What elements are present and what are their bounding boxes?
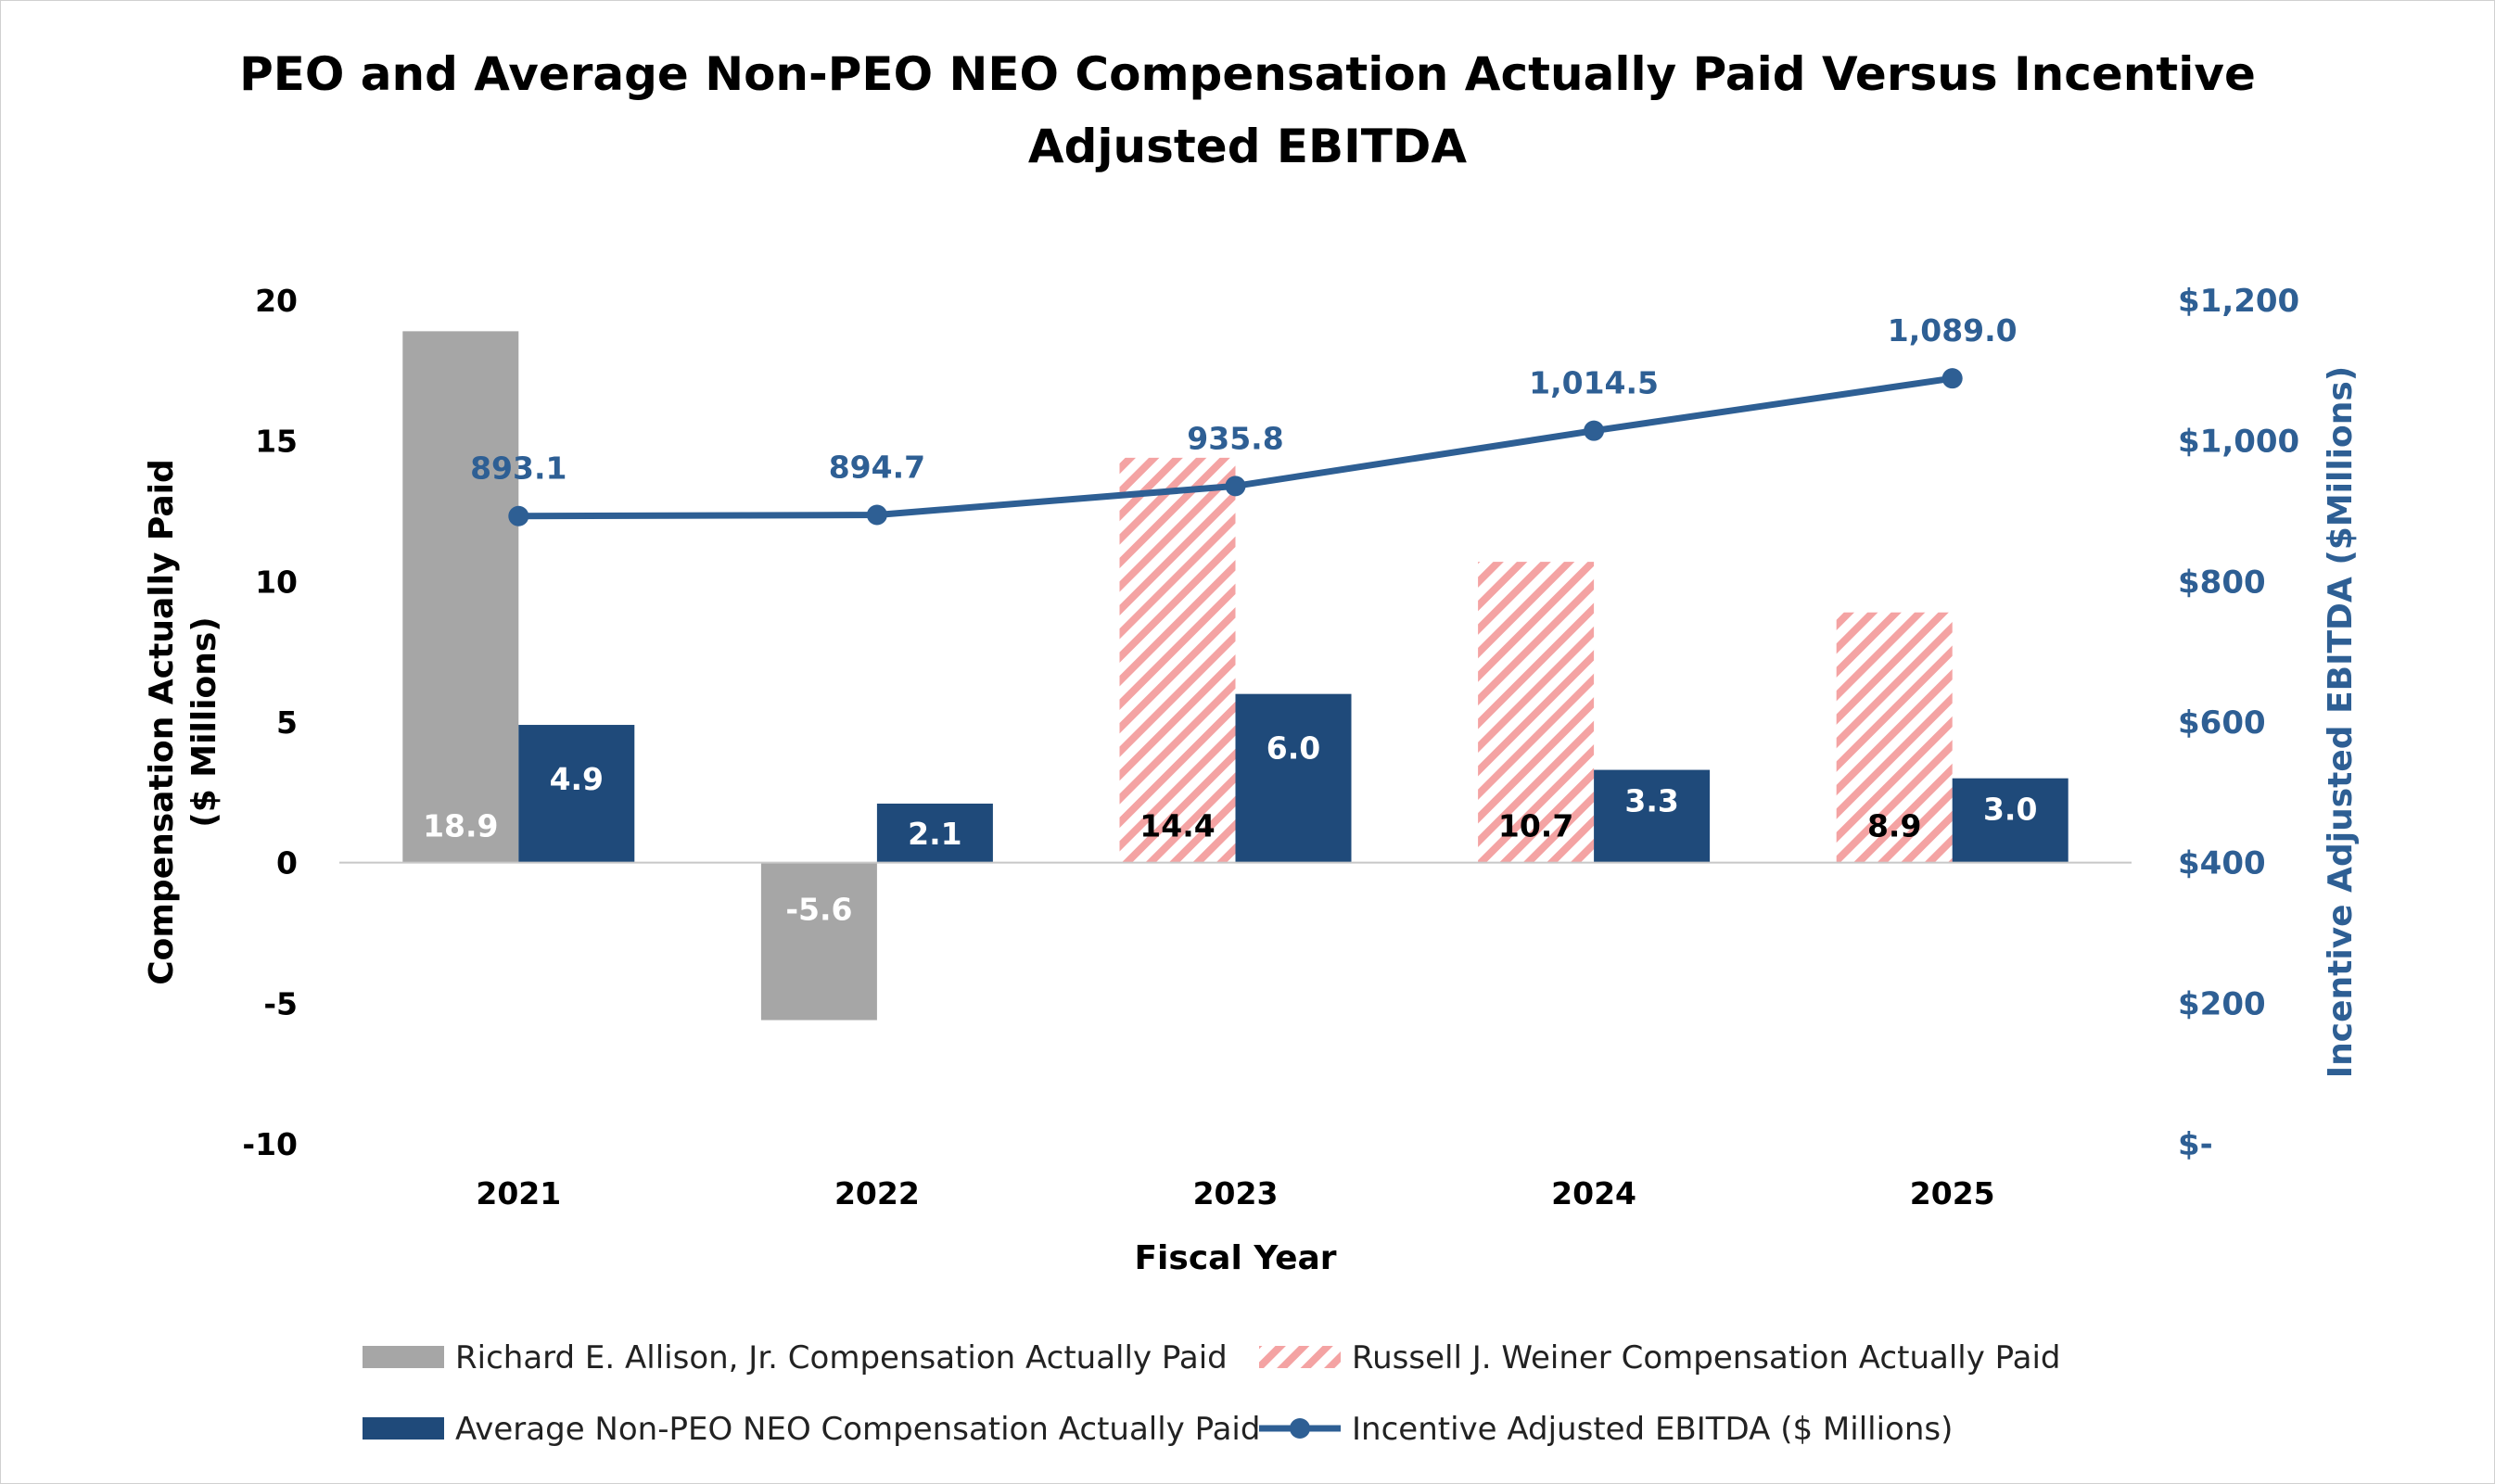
ebitda-point [866, 504, 887, 526]
y2-tick-label: $400 [2178, 845, 2266, 882]
bar-neo-label: 4.9 [550, 761, 604, 797]
bar-allison [760, 862, 877, 1021]
chart-title: PEO and Average Non-PEO NEO Compensation… [1, 38, 2494, 183]
y2-tick-label: $800 [2178, 564, 2266, 601]
bar-neo [518, 725, 635, 863]
bar-weiner [1478, 562, 1595, 863]
legend-label-neo: Average Non-PEO NEO Compensation Actuall… [455, 1411, 1260, 1448]
legend-swatch-neo [363, 1417, 444, 1440]
y-tick-label: 5 [276, 704, 298, 741]
bar-neo-label: 6.0 [1267, 730, 1320, 767]
bar-weiner-label: 8.9 [1867, 808, 1921, 844]
bar-neo [1594, 769, 1711, 863]
legend-label-ebitda: Incentive Adjusted EBITDA ($ Millions) [1352, 1411, 1953, 1448]
ebitda-point [1584, 420, 1605, 441]
ebitda-point-label: 894.7 [829, 450, 925, 486]
x-tick-label: 2023 [1193, 1175, 1279, 1211]
bar-weiner [1119, 457, 1236, 863]
bar-neo-label: 2.1 [908, 816, 961, 852]
x-axis-title: Fiscal Year [1134, 1239, 1336, 1277]
bar-neo-label: 3.3 [1624, 783, 1678, 819]
bar-neo [876, 803, 993, 863]
y-tick-label: -10 [242, 1126, 298, 1162]
legend-swatch-allison [363, 1346, 444, 1368]
legend-swatch-weiner [1259, 1346, 1341, 1368]
y-tick-label: 10 [255, 564, 298, 600]
y-tick-label: 15 [255, 424, 298, 460]
bar-allison-label: -5.6 [785, 892, 852, 928]
y2-tick-label: $- [2178, 1126, 2213, 1163]
legend-label-allison: Richard E. Allison, Jr. Compensation Act… [455, 1339, 1228, 1376]
ebitda-point-label: 935.8 [1187, 420, 1283, 456]
y-axis-title-line: Compensation Actually Paid [143, 459, 181, 984]
legend-swatch-ebitda-marker [1290, 1418, 1310, 1439]
bar-neo [1952, 778, 2069, 863]
bar-neo [1235, 693, 1352, 863]
y-tick-label: 0 [276, 845, 298, 882]
ebitda-point [508, 505, 529, 526]
x-tick-label: 2022 [834, 1175, 920, 1211]
bar-neo-label: 3.0 [1983, 792, 2037, 828]
bar-allison-label: 18.9 [423, 808, 498, 844]
y-axis-title: Compensation Actually Paid ($ Millions) [143, 459, 223, 984]
x-tick-label: 2021 [476, 1175, 561, 1211]
bar-weiner-label: 10.7 [1498, 808, 1573, 844]
ebitda-point [1225, 476, 1246, 497]
bar-weiner-label: 14.4 [1139, 808, 1215, 844]
ebitda-point-label: 893.1 [470, 450, 566, 487]
y-axis-title-line: ($ Millions) [185, 616, 223, 827]
legend-label-weiner: Russell J. Weiner Compensation Actually … [1352, 1339, 2061, 1376]
chart-title-line-1: PEO and Average Non-PEO NEO Compensation… [239, 47, 2256, 101]
x-tick-label: 2024 [1551, 1175, 1636, 1211]
y2-tick-label: $1,000 [2178, 424, 2299, 461]
y2-axis-title: Incentive Adjusted EBITDA ($Millions) [2322, 366, 2360, 1079]
y2-tick-label: $1,200 [2178, 283, 2299, 320]
ebitda-point-label: 1,014.5 [1529, 365, 1659, 401]
y-tick-label: 20 [255, 283, 298, 319]
ebitda-point [1941, 368, 1963, 389]
y2-tick-label: $600 [2178, 704, 2266, 742]
bar-allison [402, 331, 519, 863]
y-tick-label: -5 [263, 985, 298, 1021]
y2-tick-label: $200 [2178, 985, 2266, 1022]
ebitda-point-label: 1,089.0 [1888, 312, 2018, 349]
bar-weiner [1836, 612, 1953, 863]
x-tick-label: 2025 [1910, 1175, 1995, 1211]
chart-title-line-2: Adjusted EBITDA [1027, 120, 1468, 173]
